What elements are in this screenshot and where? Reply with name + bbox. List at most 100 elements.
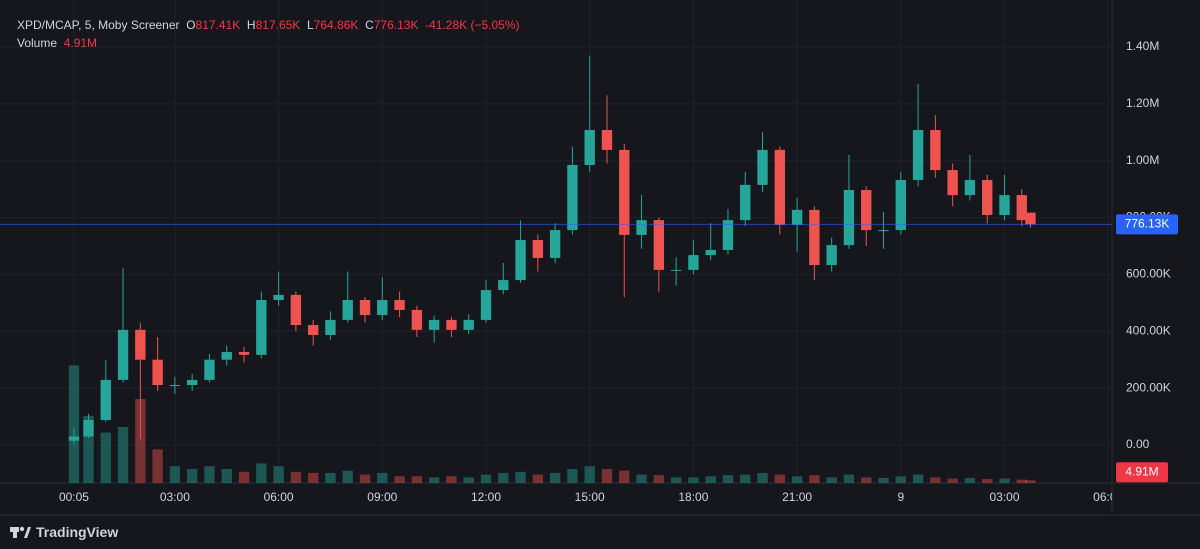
y-tick-label: 600.00K [1126,267,1171,281]
volume-bar [912,474,924,483]
y-tick-label: 400.00K [1126,323,1171,337]
volume-bar [428,477,440,483]
volume-bar [152,449,163,483]
candle-body [463,319,474,330]
volume-bar [982,479,993,483]
value: 776.13K [373,18,419,32]
candle-body [411,309,423,330]
volume-label: 4.91M [1125,464,1158,478]
candle-body [68,436,80,441]
change: -41.28K (−5.05%) [425,18,520,32]
x-tick-label: 00:05 [59,490,89,504]
volume-bar [791,476,803,483]
volume-bar [757,472,768,483]
y-tick-label: 1.40M [1126,39,1159,53]
volume-bar [722,475,734,483]
volume-bar [584,466,595,483]
volume-bar [601,469,613,483]
logo-part [19,526,25,532]
y-tick-label: 200.00K [1126,380,1171,394]
volume-bar [619,470,630,483]
brand: TradingView [36,524,119,540]
x-tick-label: 03:00 [160,490,190,504]
key: C [365,18,374,32]
y-tick-label: 0.00 [1126,437,1150,451]
candle-body [670,269,682,271]
volume-bar [273,466,284,483]
candle-body [757,149,768,185]
volume-bar [670,477,682,483]
key: Volume [17,36,58,50]
candle-body [117,329,129,380]
price-label-box [1116,214,1178,235]
volume-bar [964,477,976,483]
x-tick-label: 09:00 [367,490,397,504]
volume-label-box [1116,462,1168,483]
volume-bar [325,472,336,483]
volume-bar [930,477,941,483]
value: 4.91M [63,36,98,50]
candle-body [653,220,665,270]
volume-bar [947,478,958,483]
x-tick-label: 03:00 [989,490,1019,504]
legend: XPD/MCAP, 5, Moby Screener O817.41K H817… [17,16,520,52]
volume-bar [895,476,906,483]
candle-body [584,130,595,165]
candle-body [912,130,924,181]
volume-bar [843,474,855,483]
volume-bar [688,477,699,483]
candle-body [826,245,837,266]
volume-bar [187,469,198,483]
volume-bar [463,477,474,483]
candle-body [947,170,958,196]
candle-body [774,149,786,225]
volume-bar [359,474,371,483]
value: 817.65K [255,18,301,32]
candle-body [342,300,353,320]
candle-body [83,419,94,437]
volume-bar [999,478,1010,483]
volume-bar [809,475,820,483]
candle-body [515,240,526,281]
candle-body [1016,195,1027,221]
volume-bar [117,427,129,483]
candle-body [135,329,146,360]
candle-body [930,130,941,171]
volume-bar [411,476,423,483]
x-tick-label: 9 [897,490,904,504]
volume-bar [446,476,457,483]
key: H [246,18,256,32]
candle-body [152,359,163,386]
candle-body [861,189,872,231]
volume-bar [290,471,302,483]
volume-bar [480,474,492,483]
candle-body [325,319,336,335]
candle-body [394,300,405,310]
volume-bar [221,469,232,483]
candle-body [480,290,492,320]
candle-body [221,352,232,360]
candle-body [964,180,976,196]
candle-body [601,130,613,150]
candle-body [878,230,889,232]
candle-body [999,195,1010,216]
candle-body [740,184,751,221]
volume-bar [100,432,111,483]
candle-body [100,379,111,420]
volume-bar [878,477,889,483]
volume-pane [68,365,1036,483]
volume-bar [169,466,181,483]
volume-bar [307,472,319,483]
candle-body [636,220,647,235]
volume-bar [1016,479,1027,483]
volume-bar [653,475,665,483]
candle-body [290,294,302,326]
axes: 0.00200.00K400.00K600.00K800.00K1.00M1.2… [59,39,1178,504]
candle-body [895,180,906,231]
x-tick-label: 18:00 [678,490,708,504]
candle-body [377,300,388,316]
candle-body [688,255,699,270]
volume-bar [515,471,526,483]
volume-bar [498,472,509,483]
